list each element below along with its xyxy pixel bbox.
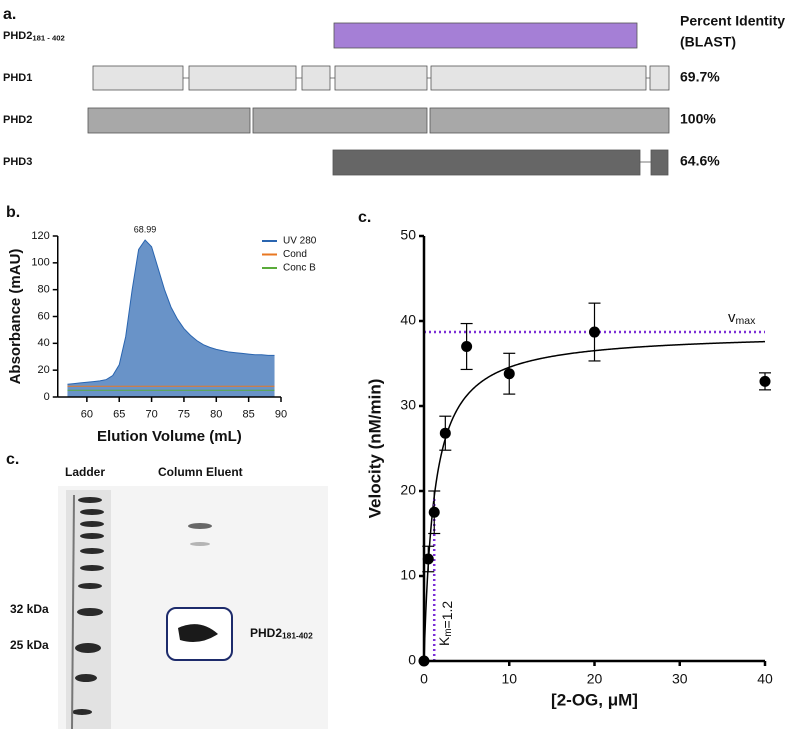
x-axis-label: [2-OG, μM] <box>551 690 638 709</box>
y-tick-label: 40 <box>400 312 416 328</box>
y-axis-label: Absorbance (mAU) <box>7 249 24 385</box>
percent-identity: 64.6% <box>680 153 720 169</box>
x-tick-label: 75 <box>178 409 190 421</box>
x-tick-label: 0 <box>420 670 428 686</box>
segment <box>92 65 184 91</box>
row-label: PHD3 <box>3 156 32 168</box>
panel-label: a. <box>3 6 16 23</box>
x-tick-label: 85 <box>243 409 255 421</box>
x-tick-label: 70 <box>145 409 157 421</box>
percent-identity: 100% <box>680 111 716 127</box>
y-tick-label: 10 <box>400 567 416 583</box>
segment <box>429 107 670 134</box>
point <box>422 553 434 565</box>
y-axis-label: Velocity (nM/min) <box>365 379 384 519</box>
segment <box>430 65 647 91</box>
panel-label: c. <box>358 209 371 226</box>
eluent-band <box>178 624 218 642</box>
x-tick-label: 20 <box>587 670 603 686</box>
text-part: PHD2 <box>250 626 282 640</box>
segment <box>334 65 428 91</box>
legend-label: UV 280 <box>283 236 317 247</box>
text-part: v <box>728 309 736 326</box>
percent-identity: 69.7% <box>680 69 720 85</box>
area <box>67 240 275 397</box>
subscript: m <box>443 628 454 636</box>
y-tick-label: 20 <box>38 364 50 376</box>
column-header: Percent Identity <box>680 13 785 29</box>
y-tick-label: 0 <box>408 652 416 668</box>
y-tick-label: 120 <box>31 230 49 242</box>
x-tick-label: 60 <box>81 409 93 421</box>
y-tick-label: 60 <box>38 310 50 322</box>
x-tick-label: 90 <box>275 409 287 421</box>
y-tick-label: 20 <box>400 482 416 498</box>
x-tick-label: 65 <box>113 409 125 421</box>
segment <box>333 22 638 49</box>
lane-label: Column Eluent <box>158 465 243 479</box>
text-part: K <box>436 636 452 646</box>
row-label: PHD1 <box>3 72 32 84</box>
x-tick-label: 40 <box>757 670 773 686</box>
marker-label: 25 kDa <box>10 638 49 652</box>
point <box>589 326 600 338</box>
point <box>503 368 515 380</box>
fit-curve <box>423 340 766 662</box>
legend-label: Cond <box>283 249 307 260</box>
band-label: PHD2181-402 <box>250 626 313 641</box>
x-tick-label: 80 <box>210 409 222 421</box>
y-tick-label: 30 <box>400 397 416 413</box>
segment <box>649 65 670 91</box>
point <box>439 427 451 439</box>
text-part: =1.2 <box>439 601 455 629</box>
row-label: PHD2 <box>3 114 32 126</box>
lane-label: Ladder <box>65 465 105 479</box>
text-part: PHD3 <box>3 156 32 168</box>
ladder-bands <box>72 497 104 715</box>
segment <box>188 65 297 91</box>
y-tick-label: 0 <box>44 391 50 403</box>
subscript: 181 - 402 <box>32 33 64 42</box>
y-tick-label: 100 <box>31 257 49 269</box>
point <box>759 375 771 387</box>
panel-label: b. <box>6 204 20 221</box>
segment <box>332 149 641 176</box>
subscript: 181-402 <box>282 631 313 641</box>
x-tick-label: 10 <box>501 670 517 686</box>
annotation: 68.99 <box>134 224 157 234</box>
legend-label: Conc B <box>283 263 316 274</box>
x-tick-label: 30 <box>672 670 688 686</box>
y-tick-label: 80 <box>38 284 50 296</box>
text-part: PHD1 <box>3 72 32 84</box>
gel-image <box>58 486 328 729</box>
text-part: PHD2 <box>3 30 32 42</box>
row-label: PHD2181 - 402 <box>3 30 65 42</box>
x-axis-label: Elution Volume (mL) <box>97 428 242 445</box>
text-part: PHD2 <box>3 114 32 126</box>
segment <box>87 107 251 134</box>
point <box>461 341 473 352</box>
point <box>428 506 440 518</box>
segment <box>301 65 331 91</box>
subscript: max <box>736 315 757 327</box>
y-tick-label: 50 <box>400 227 416 243</box>
km-label: Km=1.2 <box>436 601 455 646</box>
y-tick-label: 40 <box>38 337 50 349</box>
segment <box>252 107 428 134</box>
marker-label: 32 kDa <box>10 602 49 616</box>
domain-diagram <box>87 22 670 176</box>
line <box>67 239 275 385</box>
segment <box>650 149 669 176</box>
column-header: (BLAST) <box>680 34 736 50</box>
vmax-label: vmax <box>728 309 756 327</box>
panel-label: c. <box>6 451 19 468</box>
